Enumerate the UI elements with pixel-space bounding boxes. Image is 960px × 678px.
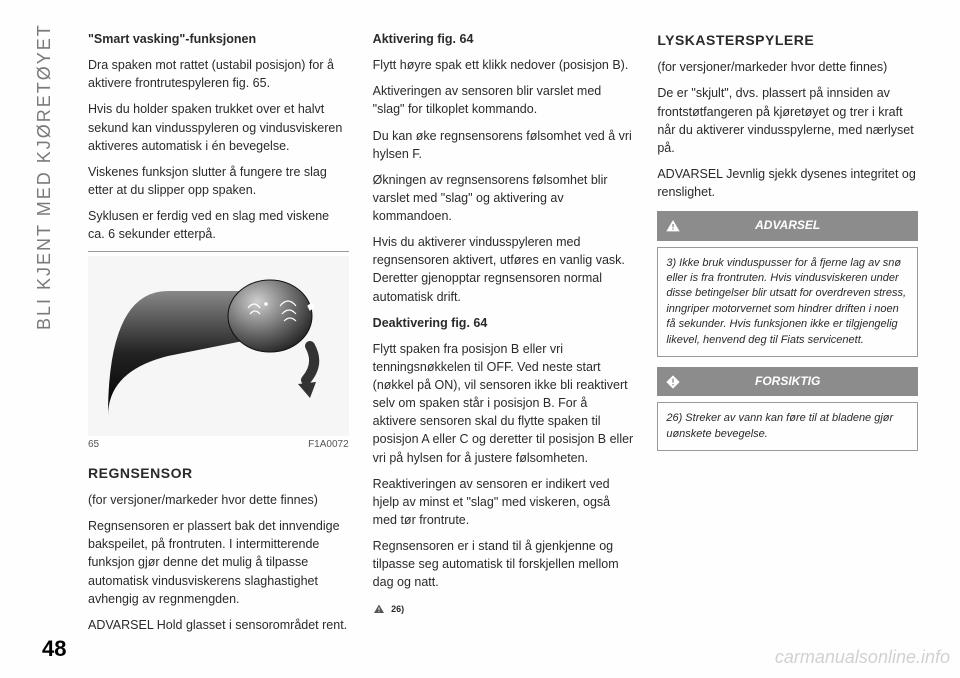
paragraph: Regnsensoren er i stand til å gjenkjenne… [373,537,634,591]
activation-heading: Aktivering fig. 64 [373,30,634,48]
paragraph: Du kan øke regnsensorens følsomhet ved å… [373,127,634,163]
figure-65-wiper-stalk [88,256,349,436]
paragraph: Hvis du aktiverer vindusspyleren med reg… [373,233,634,306]
section-divider [88,251,349,252]
warning-banner: ADVARSEL [657,211,918,240]
headlight-washers-heading: LYSKASTERSPYLERE [657,30,918,50]
paragraph: Reaktiveringen av sensoren er indikert v… [373,475,634,529]
paragraph: Dra spaken mot rattet (ustabil posisjon)… [88,56,349,92]
paragraph: De er "skjult", dvs. plassert på innside… [657,84,918,157]
variant-note: (for versjoner/markeder hvor dette finne… [657,58,918,76]
content-columns: "Smart vasking"-funksjonen Dra spaken mo… [88,30,918,642]
warning-banner-label: ADVARSEL [755,218,820,232]
caution-text: 26) Streker av vann kan føre til at blad… [666,412,893,439]
column-1: "Smart vasking"-funksjonen Dra spaken mo… [88,30,349,642]
paragraph: Økningen av regnsensorens følsomhet blir… [373,171,634,225]
page-number: 48 [42,636,66,662]
warning-text: 3) Ikke bruk vinduspusser for å fjerne l… [666,257,906,346]
caution-box-26: 26) Streker av vann kan føre til at blad… [657,402,918,451]
warning-triangle-icon [373,603,385,615]
paragraph: Regnsensoren er plassert bak det innvend… [88,517,349,608]
deactivation-heading: Deaktivering fig. 64 [373,314,634,332]
paragraph: Viskenes funksjon slutter å fungere tre … [88,163,349,199]
caution-banner: FORSIKTIG [657,367,918,396]
warning-box-3: 3) Ikke bruk vinduspusser for å fjerne l… [657,247,918,357]
figure-number: 65 [88,438,99,453]
warning-triangle-icon [665,218,681,234]
chapter-sidebar-label: BLI KJENT MED KJØRETØYET [34,23,55,330]
smart-wash-heading: "Smart vasking"-funksjonen [88,30,349,48]
paragraph: ADVARSEL Jevnlig sjekk dysenes integrite… [657,165,918,201]
column-3: LYSKASTERSPYLERE (for versjoner/markeder… [657,30,918,642]
paragraph: ADVARSEL Hold glasset i sensorområdet re… [88,616,349,634]
figure-caption: 65 F1A0072 [88,438,349,453]
caution-banner-label: FORSIKTIG [755,374,820,388]
paragraph: Aktiveringen av sensoren blir varslet me… [373,82,634,118]
wiper-stalk-illustration [98,266,338,426]
caution-icon [665,374,681,390]
manual-page: BLI KJENT MED KJØRETØYET "Smart vasking"… [0,0,960,678]
rain-sensor-heading: REGNSENSOR [88,463,349,483]
paragraph: Hvis du holder spaken trukket over et ha… [88,100,349,154]
paragraph: Syklusen er ferdig ved en slag med viske… [88,207,349,243]
footnote-marker: 26) [373,599,634,617]
paragraph: Flytt høyre spak ett klikk nedover (posi… [373,56,634,74]
paragraph: Flytt spaken fra posisjon B eller vri te… [373,340,634,467]
column-2: Aktivering fig. 64 Flytt høyre spak ett … [373,30,634,642]
figure-code: F1A0072 [308,438,349,453]
variant-note: (for versjoner/markeder hvor dette finne… [88,491,349,509]
watermark: carmanualsonline.info [775,647,950,668]
footnote-number: 26) [391,604,404,614]
